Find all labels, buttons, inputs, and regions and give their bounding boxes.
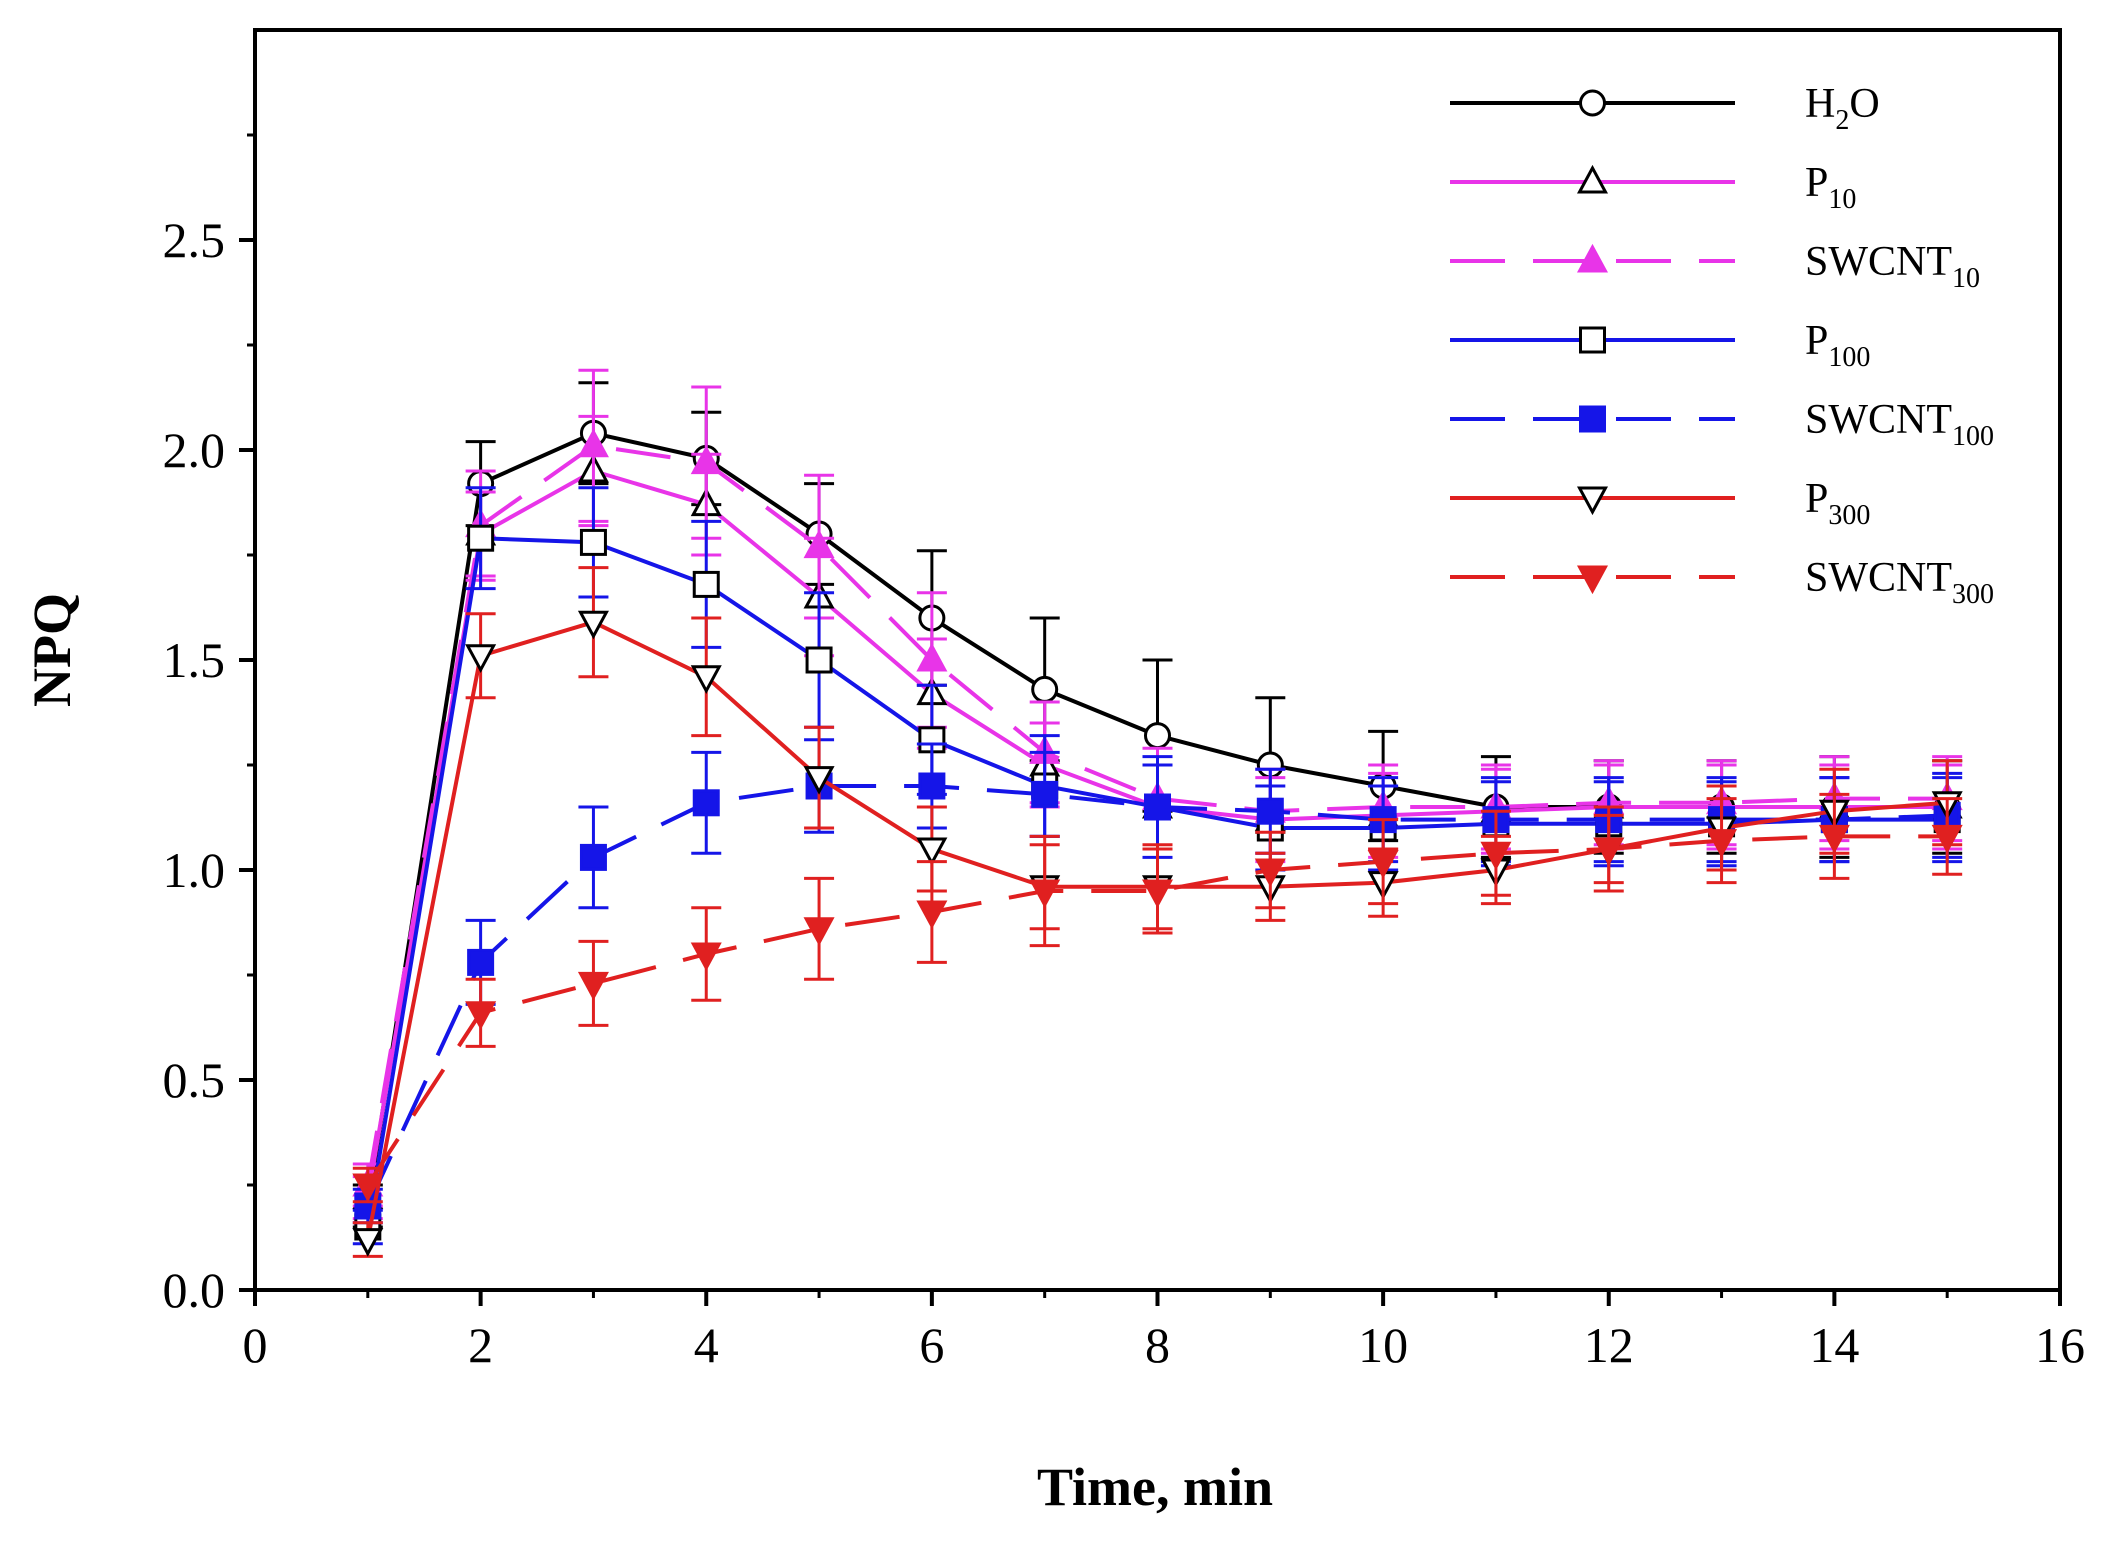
y-axis-title: NPQ — [22, 593, 82, 707]
data-point — [1031, 675, 1059, 703]
legend-item-SWCNT10: SWCNT10 — [1450, 239, 1980, 294]
data-point — [1144, 793, 1171, 821]
legend-label: SWCNT10 — [1805, 239, 1980, 294]
data-point — [803, 766, 835, 795]
data-point — [467, 524, 495, 552]
plot-area — [352, 368, 1963, 1258]
x-tick-label: 4 — [694, 1317, 719, 1373]
legend-item-P300: P300 — [1450, 476, 1870, 531]
data-point — [692, 789, 720, 817]
y-tick-label: 0.5 — [163, 1052, 226, 1108]
data-point — [577, 971, 609, 1001]
data-point — [1254, 858, 1286, 888]
legend: H2O P10 SWCNT10 P100 SWCNT100 P300 SWCNT300 — [1450, 81, 1994, 610]
legend-marker — [1579, 89, 1606, 117]
data-point — [465, 644, 497, 673]
legend-item-SWCNT300: SWCNT300 — [1450, 555, 1994, 610]
legend-label: P100 — [1805, 318, 1870, 373]
data-point — [577, 610, 609, 640]
data-point — [1480, 841, 1512, 871]
data-point — [690, 942, 722, 972]
x-tick-label: 14 — [1809, 1317, 1859, 1373]
data-point — [579, 843, 607, 871]
x-tick-label: 12 — [1584, 1317, 1634, 1373]
x-axis-title: Time, min — [1037, 1457, 1273, 1517]
y-tick-label: 1.5 — [163, 632, 226, 688]
data-point — [352, 1228, 384, 1257]
legend-label: H2O — [1805, 81, 1880, 136]
data-point — [579, 528, 607, 556]
data-point — [1031, 780, 1059, 808]
data-point — [467, 948, 495, 976]
legend-label: SWCNT300 — [1805, 555, 1994, 610]
legend-marker — [1579, 326, 1606, 354]
data-point — [577, 428, 609, 458]
data-point — [803, 917, 835, 946]
x-tick-label: 0 — [243, 1317, 268, 1373]
legend-label: P300 — [1805, 476, 1870, 531]
y-tick-label: 1.0 — [163, 842, 226, 898]
data-point — [1144, 722, 1171, 750]
data-point — [690, 445, 722, 475]
series-SWCNT300 — [352, 792, 1963, 1204]
x-tick-label: 8 — [1145, 1317, 1170, 1373]
data-point — [916, 837, 948, 867]
legend-marker — [1576, 243, 1609, 273]
data-point — [1593, 837, 1625, 867]
data-point — [803, 529, 835, 559]
data-point — [690, 665, 722, 694]
legend-item-P10: P10 — [1450, 160, 1856, 215]
data-point — [805, 646, 833, 674]
data-point — [1256, 797, 1284, 825]
legend-label: P10 — [1805, 160, 1856, 215]
data-point — [1706, 829, 1738, 858]
legend-marker — [1579, 405, 1606, 433]
axes: 0 2 4 6 8 10 12 14 16 0.0 0.5 1.0 1.5 2.0 2.5 — [163, 28, 2085, 1373]
data-point — [916, 642, 948, 672]
legend-marker — [1576, 486, 1609, 516]
data-point — [1141, 879, 1174, 909]
legend-label: SWCNT100 — [1805, 397, 1994, 452]
y-tick-label: 2.5 — [163, 212, 226, 268]
legend-item-SWCNT100: SWCNT100 — [1450, 397, 1994, 452]
data-point — [465, 1001, 497, 1030]
data-point — [1818, 824, 1850, 854]
legend-marker — [1576, 164, 1609, 194]
x-tick-label: 10 — [1358, 1317, 1408, 1373]
legend-marker — [1576, 565, 1609, 595]
series-line — [365, 443, 1948, 1186]
data-point — [692, 570, 720, 598]
y-tick-label: 2.0 — [163, 422, 226, 478]
legend-item-P100: P100 — [1450, 318, 1870, 373]
y-tick-label: 0.0 — [163, 1262, 226, 1318]
x-tick-label: 6 — [919, 1317, 944, 1373]
series-line — [366, 834, 1948, 1187]
data-point — [916, 900, 948, 930]
data-point — [1029, 879, 1061, 909]
x-tick-label: 2 — [468, 1317, 493, 1373]
data-point — [352, 1173, 384, 1203]
data-point — [918, 772, 946, 800]
data-point — [1931, 824, 1963, 854]
x-tick-label: 16 — [2035, 1317, 2085, 1373]
data-point — [1367, 850, 1399, 879]
legend-item-H2O: H2O — [1450, 81, 1880, 136]
